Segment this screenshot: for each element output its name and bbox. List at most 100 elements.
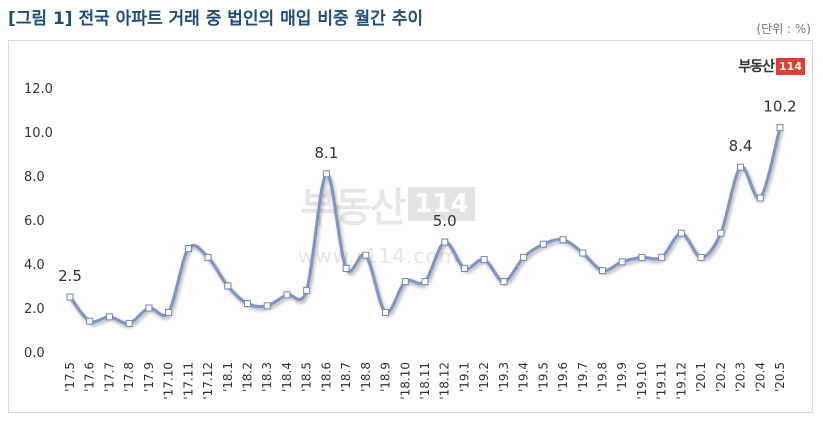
chart-title: [그림 1] 전국 아파트 거래 중 법인의 매입 비중 월간 추이	[8, 9, 423, 29]
x-tick-label: '18.10	[398, 362, 412, 400]
x-tick-label: '17.5	[63, 362, 77, 392]
x-tick-label: '19.6	[556, 362, 570, 392]
data-labels: 2.5 8.1 5.0 8.4 10.2	[58, 98, 797, 285]
x-tick-label: '20.5	[773, 362, 787, 392]
data-label: 8.1	[314, 144, 338, 162]
x-tick-label: '17.9	[142, 362, 156, 392]
data-point	[520, 253, 528, 261]
x-tick-label: '17.6	[83, 362, 97, 392]
x-tick-label: '17.11	[181, 362, 195, 400]
logo-brand-text: 부동산	[738, 59, 775, 75]
y-tick-label: 6.0	[24, 214, 45, 229]
x-tick-label: '20.2	[714, 362, 728, 392]
x-tick-label: '19.11	[655, 362, 669, 400]
x-tick-label: '20.1	[694, 362, 708, 392]
x-tick-label: '19.12	[674, 362, 688, 400]
x-tick-label: '19.2	[477, 362, 491, 392]
data-label: 2.5	[58, 267, 82, 285]
data-point	[263, 302, 271, 310]
y-tick-label: 12.0	[24, 82, 53, 97]
x-tick-label: '17.7	[102, 362, 116, 392]
data-point	[244, 300, 251, 308]
x-tick-label: '18.2	[241, 362, 255, 392]
data-point	[283, 291, 291, 299]
data-point	[145, 304, 153, 312]
x-tick-label: '18.8	[359, 362, 373, 392]
x-tick-label: '19.4	[517, 362, 531, 392]
x-tick-label: '18.11	[418, 362, 432, 400]
series-layer	[68, 126, 782, 326]
data-point	[480, 256, 488, 264]
x-tick-label: '17.10	[162, 362, 176, 400]
data-point	[460, 264, 468, 272]
data-label: 8.4	[729, 137, 753, 155]
markers	[66, 124, 784, 327]
data-label: 5.0	[433, 212, 457, 230]
y-tick-label: 8.0	[24, 170, 45, 185]
data-point	[677, 229, 685, 237]
x-tick-label: '19.1	[457, 362, 471, 392]
data-point	[224, 282, 232, 290]
x-tick-label: '18.3	[260, 362, 274, 392]
data-point	[638, 253, 646, 261]
y-tick-label: 4.0	[24, 258, 45, 273]
x-tick-label: '18.12	[438, 362, 452, 400]
watermark-number-badge: 114	[408, 187, 475, 221]
data-point	[421, 278, 429, 286]
data-point	[579, 249, 587, 257]
x-tick-label: '20.3	[734, 362, 748, 392]
data-point	[441, 238, 449, 246]
x-tick-label: '18.5	[300, 362, 314, 392]
y-tick-label: 10.0	[24, 126, 53, 141]
data-point	[66, 293, 74, 301]
data-point	[737, 163, 745, 171]
x-tick-label: '19.9	[615, 362, 629, 392]
data-point	[382, 308, 390, 316]
chart-frame	[8, 40, 813, 413]
data-point	[539, 240, 547, 248]
data-point	[776, 124, 784, 132]
x-tick-label: '17.12	[201, 362, 215, 400]
watermark-url: www.r114.com	[298, 244, 460, 268]
data-point	[86, 317, 94, 325]
data-point	[500, 278, 508, 286]
data-point	[717, 229, 725, 237]
data-point	[303, 286, 311, 294]
logo-number-badge: 114	[776, 57, 805, 75]
data-point	[184, 245, 192, 253]
x-axis: '17.5 '17.6 '17.7 '17.8 '17.9 '17.10 '17.11 '17…	[63, 362, 787, 400]
brand-logo: 부동산 114	[738, 56, 805, 76]
x-tick-label: '18.4	[280, 362, 294, 392]
data-point	[756, 194, 764, 202]
data-point	[105, 313, 113, 321]
data-point	[165, 308, 173, 316]
y-axis: 0.0 2.0 4.0 6.0 8.0 10.0 12.0	[24, 82, 53, 361]
x-tick-label: '19.8	[596, 362, 610, 392]
unit-label: (단위 : %)	[756, 22, 811, 36]
data-point	[618, 258, 626, 266]
x-tick-label: '19.3	[497, 362, 511, 392]
data-point	[599, 267, 606, 275]
x-tick-label: '19.10	[635, 362, 649, 400]
data-point	[342, 264, 350, 272]
data-label: 10.2	[763, 98, 796, 116]
x-tick-label: '18.6	[319, 362, 333, 392]
y-tick-label: 0.0	[24, 346, 45, 361]
data-point	[204, 253, 212, 261]
series-line	[68, 126, 782, 326]
data-point	[401, 278, 409, 286]
x-tick-label: '19.7	[576, 362, 590, 392]
x-tick-label: '19.5	[536, 362, 550, 392]
x-tick-label: '18.7	[339, 362, 353, 392]
data-point	[362, 251, 370, 259]
x-tick-label: '20.4	[753, 362, 767, 392]
x-tick-label: '17.8	[122, 362, 136, 392]
data-point	[658, 253, 666, 261]
data-point	[322, 170, 330, 178]
x-tick-label: '18.9	[379, 362, 393, 392]
x-tick-label: '18.1	[221, 362, 235, 392]
y-tick-label: 2.0	[24, 302, 45, 317]
data-point	[125, 319, 133, 327]
data-point	[559, 236, 567, 244]
